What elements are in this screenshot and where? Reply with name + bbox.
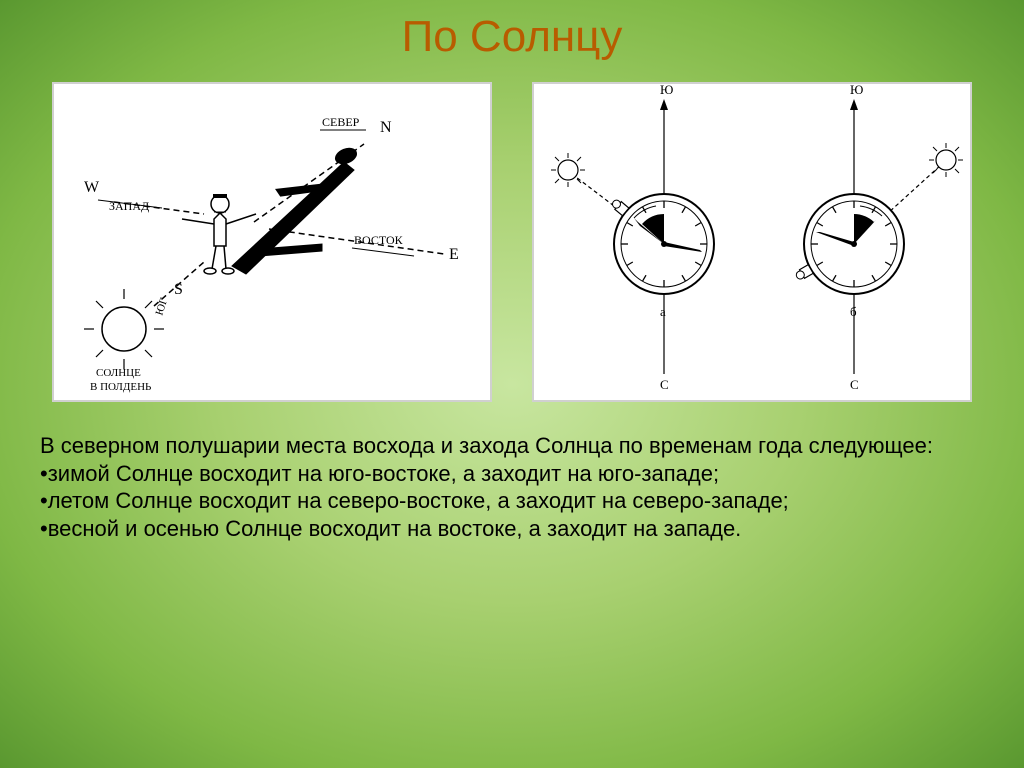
watch-b: Ю С bbox=[794, 84, 963, 392]
north-ru-label: СЕВЕР bbox=[322, 115, 360, 129]
watch-orientation-panel: Ю С bbox=[532, 82, 972, 402]
sun-text-2: В ПОЛДЕНЬ bbox=[90, 381, 151, 393]
watch-a-yu: Ю bbox=[660, 84, 673, 97]
shadow-orientation-panel: S ЮГ bbox=[52, 82, 492, 402]
north-en-label: N bbox=[380, 119, 392, 136]
watch-b-c: С bbox=[850, 377, 859, 392]
watch-a-c: С bbox=[660, 377, 669, 392]
shadow-figure bbox=[232, 145, 359, 274]
watch-b-label: б bbox=[850, 304, 857, 319]
bullet-spring-autumn: •весной и осенью Солнце восходит на вост… bbox=[40, 515, 984, 543]
watch-b-yu: Ю bbox=[850, 84, 863, 97]
west-en-label: W bbox=[84, 179, 100, 196]
watch-a: Ю С bbox=[551, 84, 714, 392]
sun-text-1: СОЛНЦЕ bbox=[96, 367, 141, 379]
east-ru-label: ВОСТОК bbox=[354, 233, 404, 247]
shadow-diagram-svg: S ЮГ bbox=[54, 84, 494, 404]
east-en-label: E bbox=[449, 246, 459, 263]
watch-a-label: а bbox=[660, 304, 666, 319]
bullet-winter: •зимой Солнце восходит на юго-востоке, а… bbox=[40, 460, 984, 488]
sun-icon bbox=[84, 289, 164, 369]
diagram-row: S ЮГ bbox=[0, 82, 1024, 402]
watch-diagram-svg: Ю С bbox=[534, 84, 974, 404]
description-text: В северном полушарии места восхода и зах… bbox=[40, 432, 984, 542]
bullet-summer: •летом Солнце восходит на северо-востоке… bbox=[40, 487, 984, 515]
page-title: По Солнцу bbox=[0, 0, 1024, 62]
intro-line: В северном полушарии места восхода и зах… bbox=[40, 432, 984, 460]
